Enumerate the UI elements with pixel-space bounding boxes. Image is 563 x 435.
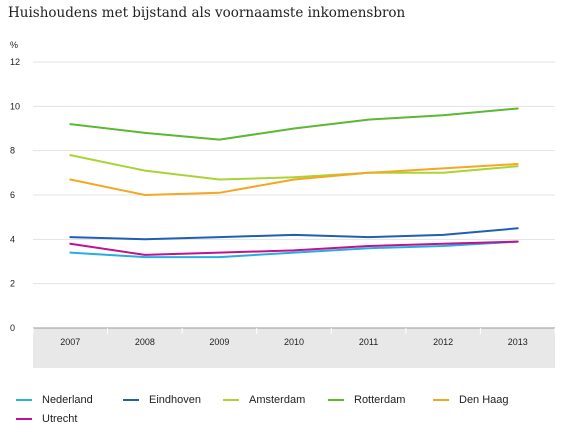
legend-item: Utrecht [16, 413, 77, 425]
series-line-utrecht [69, 240, 519, 256]
legend-label: Rotterdam [354, 394, 406, 406]
series-line-nederland [69, 240, 519, 259]
series-line-den-haag [69, 163, 519, 196]
x-axis-band [33, 328, 555, 368]
x-tick-label: 2009 [209, 337, 229, 347]
y-tick-label: 4 [10, 234, 15, 244]
legend-swatch [16, 399, 32, 401]
series-line-amsterdam [69, 154, 519, 181]
legend-swatch [16, 418, 32, 420]
y-tick-label: 12 [10, 57, 20, 67]
legend-label: Amsterdam [249, 394, 306, 406]
legend-label: Den Haag [459, 394, 509, 406]
legend-item: Eindhoven [123, 394, 201, 406]
y-tick-label: 6 [10, 190, 15, 200]
y-tick-label: 8 [10, 146, 15, 156]
legend-swatch [123, 399, 139, 401]
legend-label: Nederland [42, 394, 93, 406]
x-tick-label: 2011 [359, 337, 378, 347]
series-line-rotterdam [69, 107, 519, 141]
series-line-eindhoven [69, 227, 519, 241]
y-axis-unit: % [10, 40, 18, 50]
x-tick-label: 2008 [135, 337, 155, 347]
x-tick-label: 2010 [284, 337, 304, 347]
legend-item: Amsterdam [223, 394, 305, 406]
legend-swatch [223, 399, 239, 401]
legend-label: Eindhoven [149, 394, 201, 406]
y-tick-label: 2 [10, 279, 15, 289]
legend-item: Nederland [16, 394, 93, 406]
legend-swatch [328, 399, 344, 401]
legend-swatch [433, 399, 449, 401]
legend-label: Utrecht [42, 413, 78, 425]
x-tick-label: 2007 [60, 337, 80, 347]
legend-item: Den Haag [433, 394, 509, 406]
y-tick-label: 10 [10, 101, 20, 111]
y-tick-label: 0 [10, 323, 15, 333]
x-tick-label: 2012 [433, 337, 453, 347]
chart-title: Huishoudens met bijstand als voornaamste… [8, 5, 406, 21]
x-tick-label: 2013 [508, 337, 528, 347]
legend-item: Rotterdam [328, 394, 405, 406]
